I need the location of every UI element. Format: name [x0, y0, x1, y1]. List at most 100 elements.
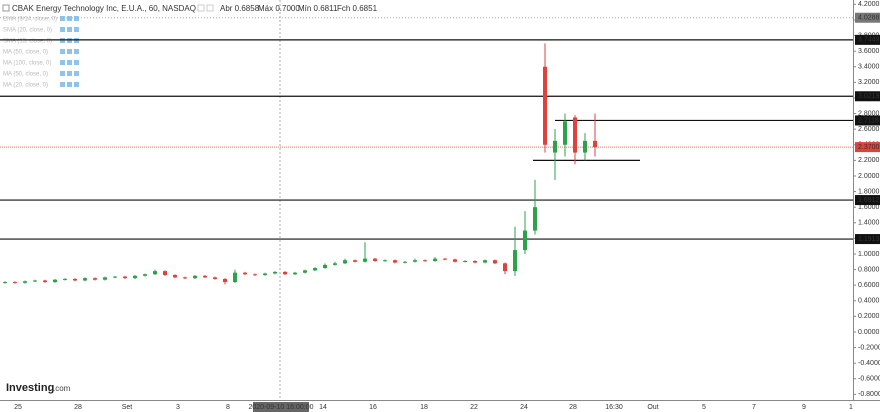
candle-body	[373, 258, 377, 261]
x-tick-label: 8	[226, 404, 230, 411]
y-tick-label: 1.8000	[858, 188, 880, 195]
crosshair-time: 2020-09-10 16:00:00	[249, 404, 314, 411]
candle-body	[473, 260, 477, 263]
y-tick-label: 0.6000	[858, 282, 880, 289]
indicator-icon	[74, 49, 79, 54]
indicator-icon	[60, 60, 65, 65]
y-tick-label: -0.6000	[858, 376, 880, 383]
indicator-icon	[74, 60, 79, 65]
y-tick-label: -0.4000	[858, 360, 880, 367]
price-line-label: 1.1913	[858, 236, 880, 243]
price-line-label: 1.6912	[858, 197, 880, 204]
y-tick-label: 2.8000	[858, 110, 880, 117]
candle-body	[343, 260, 347, 264]
indicator-icon	[60, 27, 65, 32]
y-tick-label: 1.4000	[858, 220, 880, 227]
indicator-icon	[74, 82, 79, 87]
x-tick-label: 3	[176, 404, 180, 411]
candle-body	[593, 140, 597, 148]
candle-body	[73, 278, 77, 281]
indicator-icon	[67, 82, 72, 87]
candle-body	[233, 272, 237, 283]
price-line-box	[855, 115, 880, 126]
indicator-icon	[67, 49, 72, 54]
indicator-label: EMA (9/14, close, 0)	[3, 17, 57, 23]
x-tick-label: Out	[647, 404, 658, 411]
y-tick-label: 0.2000	[858, 313, 880, 320]
candle-body	[333, 263, 337, 265]
candle-body	[183, 277, 187, 279]
legend: CBAK Energy Technology Inc, E.U.A., 60, …	[2, 4, 378, 13]
last-price-label: 2.3700	[858, 144, 880, 151]
candle-body	[23, 281, 27, 283]
price-line-box	[855, 234, 880, 245]
indicator-label: MA (50, close, 0)	[3, 72, 48, 78]
indicator-label: MA (50, close, 0)	[3, 50, 48, 56]
indicator-label: MA (20, close, 0)	[3, 83, 48, 89]
candle-body	[553, 140, 557, 153]
candle-body	[103, 277, 107, 280]
candle-body	[513, 250, 517, 272]
y-tick-label: 3.2000	[858, 79, 880, 86]
plot	[0, 17, 853, 285]
price-line-label: 3.0219	[858, 93, 880, 100]
x-tick-label: 18	[420, 404, 428, 411]
candle-body	[433, 258, 437, 261]
candle-body	[153, 271, 157, 275]
candle-body	[533, 207, 537, 231]
candle-body	[363, 258, 367, 262]
x-tick-label: 7	[752, 404, 756, 411]
y-tick-label: 1.6000	[858, 204, 880, 211]
x-tick-label: Set	[122, 404, 133, 411]
price-line-label: 2.7118	[858, 117, 879, 124]
indicator-icon	[74, 27, 79, 32]
last-price-box	[855, 142, 880, 153]
candle-body	[573, 117, 577, 153]
indicator-icon	[74, 16, 79, 21]
legend-icon	[197, 4, 205, 12]
candle-body	[243, 272, 247, 275]
y-tick-label: 2.2000	[858, 157, 880, 164]
legend-icon	[206, 4, 214, 12]
indicator-icon	[60, 82, 65, 87]
candle-body	[423, 260, 427, 262]
indicator-icon	[67, 38, 72, 43]
ohlc-high: Máx 0.7000	[258, 4, 300, 13]
y-tick-label: -0.2000	[858, 344, 880, 351]
crosshair-time-box	[253, 402, 309, 412]
candle-body	[3, 282, 7, 284]
y-tick-label: 3.6000	[858, 48, 880, 55]
candle-body	[113, 276, 117, 278]
price-line-box	[855, 91, 880, 102]
candle-body	[413, 260, 417, 262]
candle-body	[583, 140, 587, 153]
candle-body	[323, 264, 327, 269]
candle-body	[353, 260, 357, 262]
candle-body	[523, 230, 527, 251]
candle-body	[53, 279, 57, 283]
candle-body	[43, 280, 47, 283]
chart-title: CBAK Energy Technology Inc, E.U.A., 60, …	[12, 4, 196, 13]
candle-body	[283, 271, 287, 275]
x-tick-label: 22	[470, 404, 478, 411]
x-tick-label: 5	[702, 404, 706, 411]
candle-body	[203, 275, 207, 278]
watermark-suffix: .com	[53, 384, 71, 393]
candle-body	[193, 275, 197, 279]
indicator-icon	[67, 60, 72, 65]
candle-body	[63, 278, 67, 280]
x-tick-label: 9	[802, 404, 806, 411]
candle-body	[123, 276, 127, 279]
x-tick-label: 16	[369, 404, 377, 411]
candle-body	[303, 270, 307, 273]
indicator-label: MA (100, close, 0)	[3, 61, 51, 67]
ohlc-close: Fch 0.6851	[337, 4, 378, 13]
y-tick-label: 0.4000	[858, 298, 880, 305]
candle-body	[83, 278, 87, 281]
x-tick-label: 25	[14, 404, 22, 411]
y-tick-label: -0.8000	[858, 391, 880, 398]
candle-body	[453, 259, 457, 262]
candle-body	[503, 263, 507, 272]
